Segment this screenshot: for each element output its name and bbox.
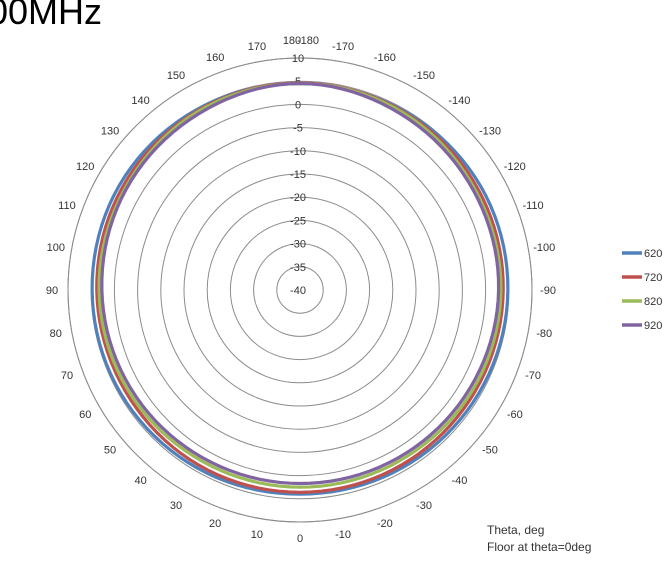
angle-tick-label: 110 bbox=[58, 200, 76, 212]
legend: 620 720 820 920 bbox=[622, 248, 662, 332]
radial-tick-label: -20 bbox=[290, 192, 306, 204]
radial-tick-label: -25 bbox=[290, 215, 306, 227]
radial-ring bbox=[206, 196, 394, 384]
angle-tick-labels: 1801701601501401301201101009080706050403… bbox=[46, 35, 556, 545]
angle-tick-label: 10 bbox=[251, 529, 263, 541]
radial-tick-label: -40 bbox=[290, 285, 306, 297]
angle-tick-label: -100 bbox=[533, 242, 555, 254]
angle-tick-label: 20 bbox=[209, 518, 221, 530]
theta-note: Theta, deg bbox=[487, 523, 544, 537]
angle-tick-label: 120 bbox=[76, 161, 94, 173]
radial-tick-label: -30 bbox=[290, 239, 306, 251]
legend-label: 620 bbox=[644, 248, 662, 260]
legend-label: 920 bbox=[644, 320, 662, 332]
angle-tick-label: -10 bbox=[335, 529, 351, 541]
angle-tick-label: 40 bbox=[134, 475, 146, 487]
radial-tick-label: -35 bbox=[290, 262, 306, 274]
angle-tick-label: -60 bbox=[507, 409, 523, 421]
angle-tick-label: 60 bbox=[79, 409, 91, 421]
angle-tick-label: -40 bbox=[451, 475, 467, 487]
angle-tick-label: 140 bbox=[131, 95, 149, 107]
chart-title: 00MHz bbox=[0, 0, 102, 32]
angle-tick-label: 70 bbox=[61, 370, 73, 382]
radial-ring bbox=[253, 243, 347, 337]
angle-tick-label: -80 bbox=[536, 328, 552, 340]
floor-note: Floor at theta=0deg bbox=[487, 540, 591, 554]
angle-tick-label: -70 bbox=[525, 370, 541, 382]
radial-tick-label: -15 bbox=[290, 169, 306, 181]
radial-tick-label: 0 bbox=[295, 99, 301, 111]
angle-tick-label: -170 bbox=[332, 41, 354, 53]
series-line-720 bbox=[95, 81, 505, 494]
radial-ring bbox=[276, 266, 324, 314]
radial-tick-label: 10 bbox=[292, 53, 304, 65]
angle-tick-label: 130 bbox=[101, 126, 119, 138]
angle-tick-label: 160 bbox=[206, 52, 224, 64]
angle-tick-label: 0 bbox=[297, 533, 303, 545]
series-lines bbox=[90, 81, 510, 496]
series-line-620 bbox=[90, 81, 510, 496]
angle-tick-label: -30 bbox=[416, 500, 432, 512]
radial-ring bbox=[137, 127, 463, 453]
legend-label: 820 bbox=[644, 296, 662, 308]
legend-label: 720 bbox=[644, 272, 662, 284]
angle-tick-label: 90 bbox=[46, 285, 58, 297]
radial-ring bbox=[183, 173, 417, 407]
angle-tick-label: -120 bbox=[504, 161, 526, 173]
angle-tick-label: 180 bbox=[283, 35, 301, 47]
outer-ring bbox=[67, 57, 533, 523]
radial-tick-label: -10 bbox=[290, 146, 306, 158]
angle-tick-label: -130 bbox=[479, 126, 501, 138]
angle-tick-label: 150 bbox=[167, 70, 185, 82]
angle-tick-label: -160 bbox=[374, 52, 396, 64]
angle-tick-label: -180 bbox=[297, 35, 319, 47]
angle-tick-label: -150 bbox=[413, 70, 435, 82]
angle-tick-label: 80 bbox=[50, 328, 62, 340]
radial-ring bbox=[229, 219, 371, 361]
angle-tick-label: -20 bbox=[377, 518, 393, 530]
angle-tick-label: 30 bbox=[170, 500, 182, 512]
angle-tick-label: 170 bbox=[248, 41, 266, 53]
series-line-920 bbox=[100, 81, 501, 486]
radial-tick-label: -5 bbox=[293, 123, 303, 135]
angle-tick-label: -90 bbox=[540, 285, 556, 297]
angle-tick-label: 100 bbox=[47, 242, 65, 254]
angle-tick-label: -50 bbox=[482, 444, 498, 456]
radial-ring bbox=[160, 150, 440, 430]
angle-tick-label: -140 bbox=[448, 95, 470, 107]
angle-tick-label: -110 bbox=[522, 200, 543, 212]
angle-tick-label: 50 bbox=[104, 444, 116, 456]
radial-ring bbox=[113, 103, 487, 477]
